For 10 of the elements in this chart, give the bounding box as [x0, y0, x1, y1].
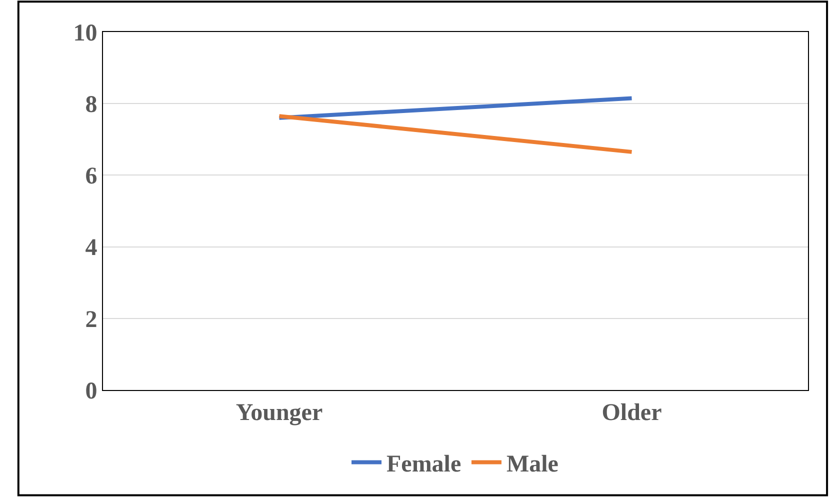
y-tick-label: 2: [85, 306, 98, 333]
x-tick-label: Older: [602, 400, 662, 426]
y-tick-label: 0: [85, 378, 98, 404]
x-tick-label: Younger: [236, 400, 323, 426]
y-tick-label: 10: [73, 20, 98, 46]
legend-label: Male: [506, 452, 559, 478]
y-tick-label: 6: [85, 164, 98, 190]
legend-label: Female: [386, 452, 462, 478]
y-tick-label: 8: [85, 92, 98, 118]
y-tick-label: 4: [85, 235, 98, 262]
